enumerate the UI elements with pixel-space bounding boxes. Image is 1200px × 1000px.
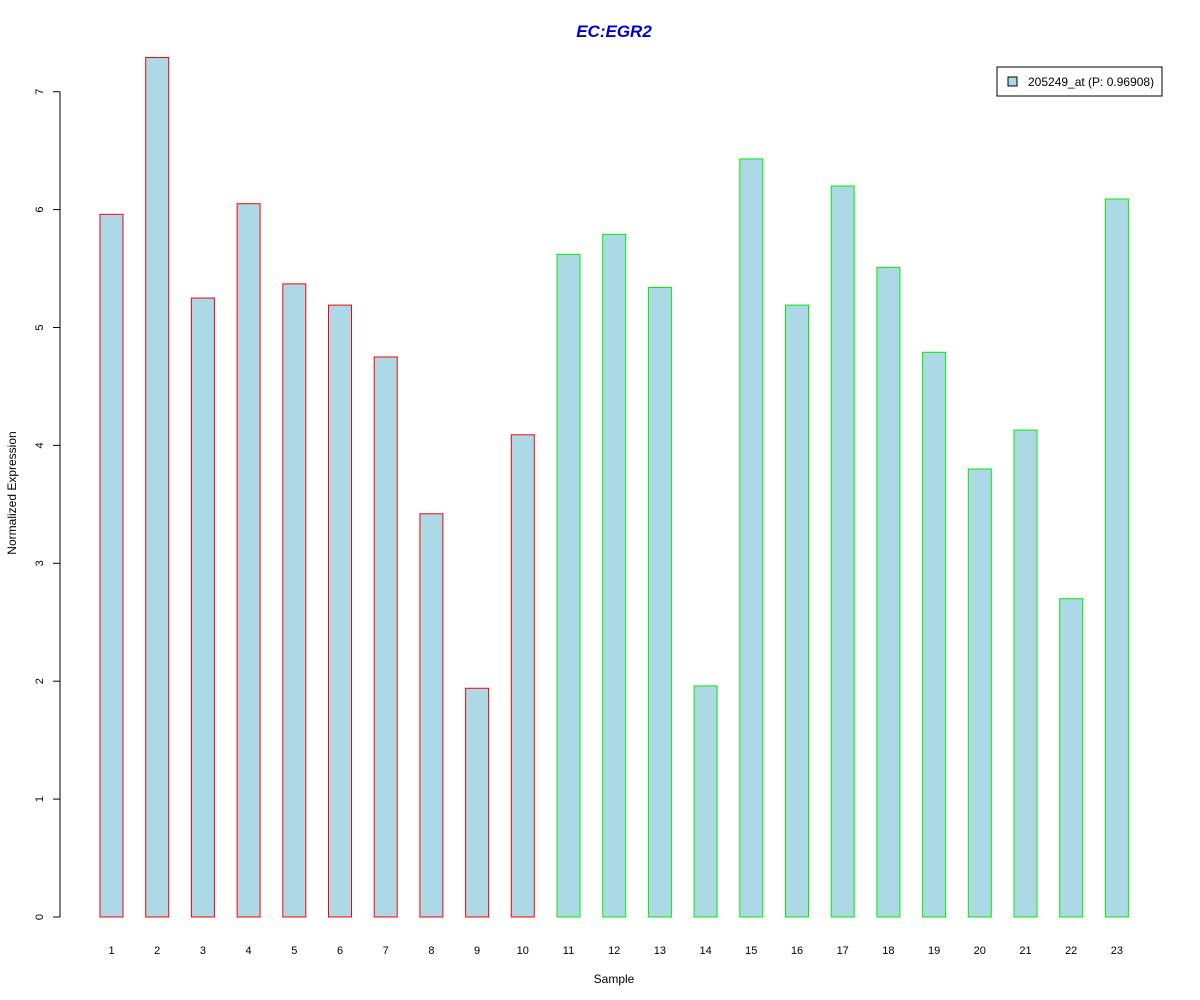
y-axis-label: Normalized Expression (5, 431, 19, 554)
x-tick-label: 6 (337, 945, 343, 957)
bar-sample-16 (785, 304, 809, 918)
bar-sample-14 (693, 685, 718, 918)
x-tick-label: 23 (1111, 945, 1123, 957)
y-tick-label: 3 (34, 560, 46, 566)
y-tick-label: 4 (34, 442, 46, 448)
bar-sample-13 (647, 286, 672, 918)
y-axis: 0 1 2 3 4 5 6 7 (34, 89, 61, 920)
bar-sample-22 (1059, 598, 1084, 918)
bar-sample-17 (830, 185, 855, 918)
bar-sample-10 (510, 434, 535, 918)
x-tick-label: 20 (974, 945, 986, 957)
bar-sample-21 (1013, 429, 1038, 918)
bar-sample-5 (282, 283, 307, 918)
x-tick-label: 9 (474, 945, 480, 957)
x-tick-label: 8 (428, 945, 434, 957)
x-tick-labels: 1 2 3 4 5 6 7 8 9 10 11 12 13 14 15 16 17 18 19 20 21 22 23 (108, 945, 1123, 957)
bar-sample-15 (739, 158, 764, 918)
y-tick-label: 0 (34, 914, 46, 920)
legend: 205249_at (P: 0.96908) (996, 66, 1163, 97)
x-tick-label: 22 (1065, 945, 1077, 957)
y-tick-label: 1 (34, 796, 46, 802)
bar-sample-9 (465, 687, 490, 918)
bar-sample-20 (967, 468, 992, 918)
x-tick-label: 16 (791, 945, 803, 957)
y-tick-label: 7 (34, 89, 46, 95)
bar-sample-8 (419, 513, 444, 918)
bar-sample-19 (922, 351, 947, 918)
chart-title: EC:EGR2 (576, 22, 652, 41)
legend-swatch (1007, 76, 1018, 87)
x-tick-label: 17 (837, 945, 849, 957)
x-tick-label: 10 (517, 945, 529, 957)
legend-box (996, 66, 1163, 97)
x-axis-label: Sample (594, 972, 635, 986)
legend-label: 205249_at (P: 0.96908) (1028, 75, 1154, 89)
x-tick-label: 2 (154, 945, 160, 957)
x-tick-label: 13 (654, 945, 666, 957)
x-tick-label: 15 (745, 945, 757, 957)
x-tick-label: 1 (108, 945, 114, 957)
y-tick-label: 6 (34, 207, 46, 213)
bar-sample-1 (99, 213, 124, 918)
bar-sample-18 (876, 266, 901, 918)
bar-sample-6 (328, 304, 352, 918)
y-tick-label: 2 (34, 678, 46, 684)
bar-sample-3 (190, 297, 215, 918)
x-tick-label: 4 (246, 945, 252, 957)
x-tick-label: 12 (608, 945, 620, 957)
x-tick-label: 7 (383, 945, 389, 957)
bars (99, 57, 1129, 918)
x-tick-label: 21 (1019, 945, 1031, 957)
bar-sample-2 (145, 57, 170, 918)
x-tick-label: 11 (563, 945, 574, 957)
bar-sample-11 (556, 253, 581, 918)
bar-sample-4 (236, 203, 261, 918)
y-tick-label: 5 (34, 324, 46, 330)
bar-sample-23 (1104, 198, 1129, 918)
bar-sample-12 (602, 233, 627, 918)
x-tick-label: 18 (882, 945, 894, 957)
x-tick-label: 3 (200, 945, 206, 957)
bar-sample-7 (373, 356, 398, 918)
x-tick-label: 5 (291, 945, 297, 957)
x-tick-label: 19 (928, 945, 940, 957)
x-tick-label: 14 (699, 945, 711, 957)
